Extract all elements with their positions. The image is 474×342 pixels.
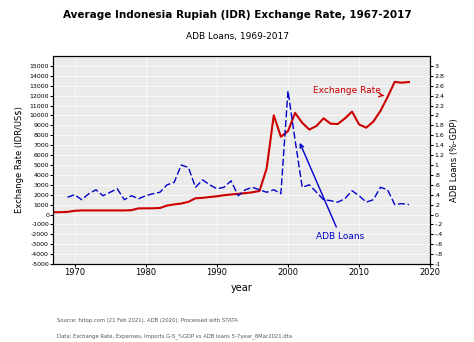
- X-axis label: year: year: [231, 283, 253, 293]
- Text: Source: fxtop.com (21 Feb 2021). ADB (2020). Processed with STATA: Source: fxtop.com (21 Feb 2021). ADB (20…: [57, 318, 238, 323]
- Text: ADB Loans: ADB Loans: [300, 144, 365, 241]
- Text: Exchange Rate: Exchange Rate: [313, 86, 383, 97]
- Text: Data: Exchange Rate, Expenses, Imports G-S_%GDP vs ADB loans 5-7year_8Mar2021.dt: Data: Exchange Rate, Expenses, Imports G…: [57, 333, 292, 339]
- Text: ADB Loans, 1969-2017: ADB Loans, 1969-2017: [185, 32, 289, 41]
- Text: Average Indonesia Rupiah (IDR) Exchange Rate, 1967-2017: Average Indonesia Rupiah (IDR) Exchange …: [63, 10, 411, 20]
- Y-axis label: Exchange Rate (IDR/US$): Exchange Rate (IDR/US$): [15, 107, 24, 213]
- Y-axis label: ADB Loans (%-GDP): ADB Loans (%-GDP): [450, 118, 459, 202]
